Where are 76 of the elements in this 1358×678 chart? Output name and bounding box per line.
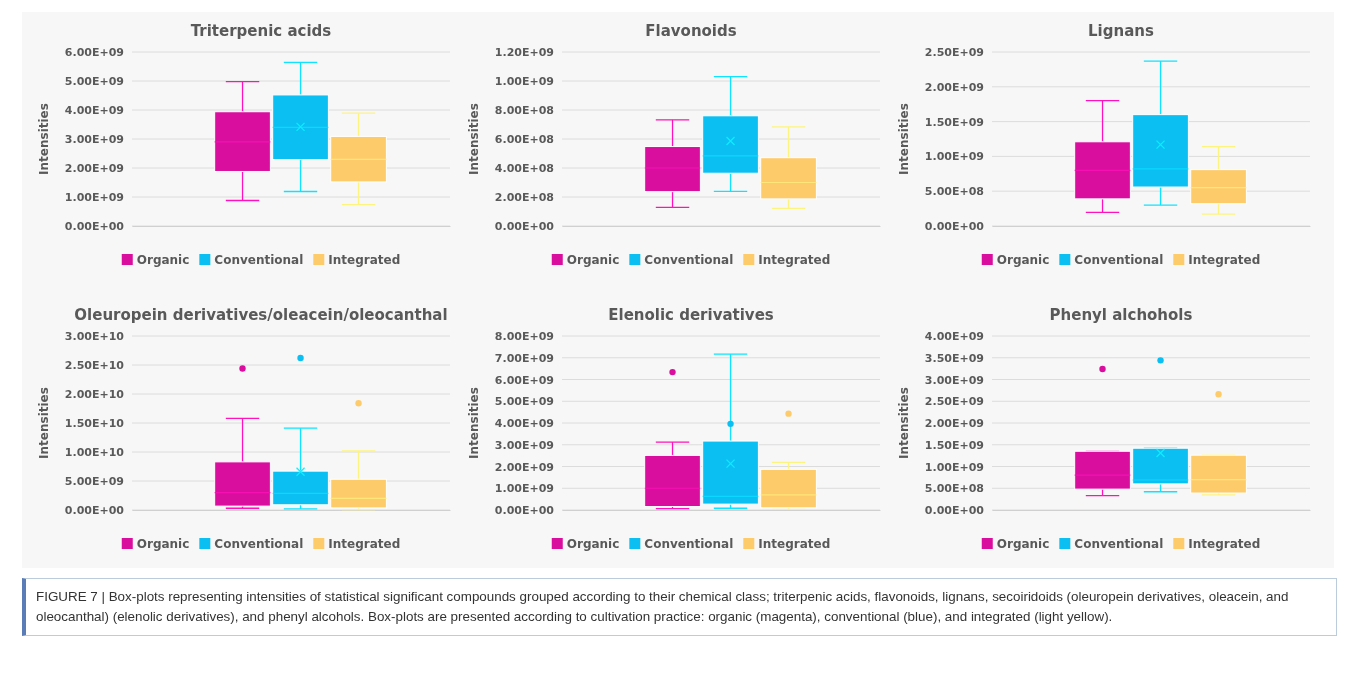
legend-label: Conventional bbox=[1074, 537, 1164, 551]
chart-title: Triterpenic acids bbox=[190, 22, 332, 40]
y-tick-label: 0.00E+00 bbox=[494, 504, 555, 518]
legend-label: Conventional bbox=[214, 537, 304, 551]
chart-title: Oleuropein derivatives/oleacein/oleocanthal bbox=[74, 306, 448, 324]
y-tick-label: 0.00E+00 bbox=[924, 504, 985, 518]
legend-label: Integrated bbox=[1188, 253, 1261, 267]
chart-title: Phenyl alchohols bbox=[1049, 306, 1193, 324]
y-tick-label: 0.00E+00 bbox=[64, 504, 125, 518]
y-tick-label: 1.00E+10 bbox=[64, 446, 125, 460]
y-axis-title: Intensities bbox=[467, 103, 481, 175]
y-tick-label: 1.50E+10 bbox=[64, 417, 125, 431]
caption: FIGURE 7 | Box-plots representing intensities of statistical significant compounds grouped according to their chemical class; triterpenic acids, flavonoids, lignans, secoiridoids (oleuropein derivatives, oleacein, and oleocanthal) (elenolic derivatives), and phenyl alcohols. Box-plots are presented according to cultivation practice: organic (magenta), conventional (blue), and integrated (light yellow). bbox=[36, 588, 1290, 626]
y-tick-label: 5.00E+09 bbox=[64, 75, 124, 89]
y-tick-label: 6.00E+09 bbox=[64, 46, 124, 60]
y-tick-label: 8.00E+09 bbox=[494, 330, 554, 344]
y-tick-label: 2.00E+09 bbox=[494, 460, 554, 474]
legend-label: Organic bbox=[566, 537, 620, 551]
y-tick-label: 3.00E+09 bbox=[494, 438, 554, 452]
y-tick-label: 3.50E+09 bbox=[924, 351, 984, 365]
y-axis-title: Intensities bbox=[897, 387, 911, 459]
y-axis-title: Intensities bbox=[467, 387, 481, 459]
y-tick-label: 1.00E+09 bbox=[494, 75, 554, 89]
legend-label: Integrated bbox=[328, 253, 401, 267]
y-tick-label: 2.50E+10 bbox=[64, 359, 125, 373]
y-tick-label: 1.20E+09 bbox=[494, 46, 554, 60]
legend-label: Organic bbox=[996, 253, 1050, 267]
y-tick-label: 1.00E+09 bbox=[924, 460, 984, 474]
chart-title: Lignans bbox=[1088, 22, 1154, 40]
chart-title: Elenolic derivatives bbox=[608, 306, 774, 324]
y-tick-label: 0.00E+00 bbox=[494, 220, 555, 234]
y-tick-label: 3.00E+09 bbox=[924, 373, 984, 387]
y-tick-label: 1.50E+09 bbox=[924, 438, 984, 452]
legend-label: Integrated bbox=[1188, 537, 1261, 551]
y-tick-label: 2.00E+08 bbox=[494, 191, 554, 205]
y-tick-label: 4.00E+09 bbox=[494, 417, 554, 431]
legend-label: Integrated bbox=[328, 537, 401, 551]
y-tick-label: 1.00E+09 bbox=[494, 482, 554, 496]
y-tick-label: 7.00E+09 bbox=[494, 351, 554, 365]
legend-label: Integrated bbox=[758, 253, 831, 267]
y-axis-title: Intensities bbox=[897, 103, 911, 175]
legend-label: Organic bbox=[136, 253, 190, 267]
chart-title: Flavonoids bbox=[645, 22, 737, 40]
legend-label: Integrated bbox=[758, 537, 831, 551]
y-tick-label: 3.00E+09 bbox=[64, 133, 124, 147]
y-tick-label: 1.50E+09 bbox=[924, 115, 984, 129]
y-axis-title: Intensities bbox=[37, 387, 51, 459]
y-tick-label: 6.00E+08 bbox=[494, 133, 554, 147]
y-tick-label: 2.00E+09 bbox=[924, 417, 984, 431]
y-tick-label: 5.00E+09 bbox=[494, 395, 554, 409]
y-tick-label: 1.00E+09 bbox=[64, 191, 124, 205]
legend-label: Conventional bbox=[1074, 253, 1164, 267]
y-tick-label: 2.00E+09 bbox=[924, 80, 984, 94]
y-tick-label: 6.00E+09 bbox=[494, 373, 554, 387]
legend-label: Conventional bbox=[644, 253, 734, 267]
y-tick-label: 0.00E+00 bbox=[924, 220, 985, 234]
y-tick-label: 2.00E+10 bbox=[64, 388, 125, 402]
y-tick-label: 4.00E+08 bbox=[494, 162, 554, 176]
y-tick-label: 5.00E+08 bbox=[924, 185, 984, 199]
y-tick-label: 5.00E+09 bbox=[64, 475, 124, 489]
y-tick-label: 0.00E+00 bbox=[64, 220, 125, 234]
y-tick-label: 8.00E+08 bbox=[494, 104, 554, 118]
legend-label: Organic bbox=[566, 253, 620, 267]
y-tick-label: 3.00E+10 bbox=[64, 330, 125, 344]
y-tick-label: 2.50E+09 bbox=[924, 46, 984, 60]
y-tick-label: 5.00E+08 bbox=[924, 482, 984, 496]
legend-label: Conventional bbox=[214, 253, 304, 267]
y-tick-label: 1.00E+09 bbox=[924, 150, 984, 164]
y-axis-title: Intensities bbox=[37, 103, 51, 175]
y-tick-label: 2.50E+09 bbox=[924, 395, 984, 409]
y-tick-label: 4.00E+09 bbox=[924, 330, 984, 344]
legend-label: Organic bbox=[996, 537, 1050, 551]
y-tick-label: 2.00E+09 bbox=[64, 162, 124, 176]
y-tick-label: 4.00E+09 bbox=[64, 104, 124, 118]
legend-label: Conventional bbox=[644, 537, 734, 551]
legend-label: Organic bbox=[136, 537, 190, 551]
